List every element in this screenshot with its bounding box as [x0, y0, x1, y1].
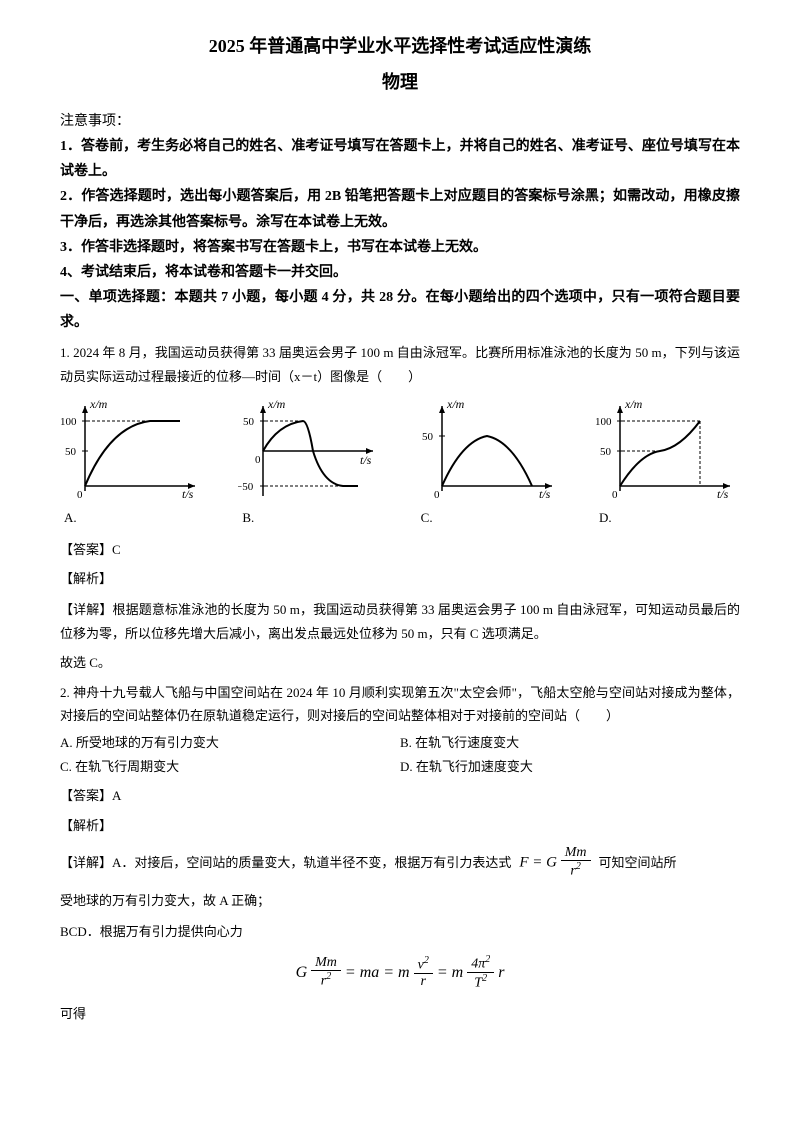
- graph-d-svg: x/m t/s 50 100 0: [595, 396, 740, 506]
- svg-text:0: 0: [255, 454, 261, 466]
- svg-text:x/m: x/m: [267, 397, 286, 411]
- graph-b-label: B.: [238, 506, 254, 529]
- svg-text:−50: −50: [238, 481, 254, 493]
- notice-4: 4、考试结束后，将本试卷和答题卡一并交回。: [60, 260, 740, 285]
- notice-3: 3．作答非选择题时，将答案书写在答题卡上，书写在本试卷上无效。: [60, 235, 740, 260]
- q2-detail-suffix: 可知空间站所: [599, 851, 677, 874]
- graph-a-label: A.: [60, 506, 77, 529]
- q2-option-a: A. 所受地球的万有引力变大: [60, 731, 400, 754]
- svg-text:50: 50: [243, 416, 255, 428]
- q1-answer: 【答案】C: [60, 538, 740, 561]
- q2-detail-a2: 受地球的万有引力变大，故 A 正确；: [60, 889, 740, 912]
- svg-text:x/m: x/m: [89, 397, 108, 411]
- svg-text:t/s: t/s: [717, 487, 729, 501]
- title-sub: 物理: [60, 66, 740, 98]
- notice-2: 2．作答选择题时，选出每小题答案后，用 2B 铅笔把答题卡上对应题目的答案标号涂…: [60, 184, 740, 234]
- q2-option-c: C. 在轨飞行周期变大: [60, 755, 400, 778]
- svg-text:50: 50: [65, 446, 77, 458]
- graph-a: x/m t/s 50 100 0 A.: [60, 396, 205, 529]
- graph-a-svg: x/m t/s 50 100 0: [60, 396, 205, 506]
- graph-b-svg: x/m t/s 50 −50 0: [238, 396, 383, 506]
- title-main: 2025 年普通高中学业水平选择性考试适应性演练: [60, 30, 740, 62]
- q1-graphs: x/m t/s 50 100 0 A. x/m t/s 50 −50 0: [60, 396, 740, 529]
- section-1-header: 一、单项选择题：本题共 7 小题，每小题 4 分，共 28 分。在每小题给出的四…: [60, 285, 740, 335]
- q2-detail-bcd: BCD．根据万有引力提供向心力: [60, 920, 740, 943]
- formula-gravity: F = G Mmr2: [519, 845, 590, 881]
- graph-c-svg: x/m t/s 50 0: [417, 396, 562, 506]
- svg-text:t/s: t/s: [360, 453, 372, 467]
- notice-header: 注意事项：: [60, 109, 740, 134]
- svg-text:0: 0: [612, 489, 618, 501]
- q2-answer: 【答案】A: [60, 784, 740, 807]
- graph-c-label: C.: [417, 506, 433, 529]
- q2-analysis-label: 【解析】: [60, 814, 740, 837]
- graph-d-label: D.: [595, 506, 612, 529]
- q1-stem: 1. 2024 年 8 月，我国运动员获得第 33 届奥运会男子 100 m 自…: [60, 341, 740, 388]
- formula-centripetal: G Mmr2 = ma = m v2r = m 4π2T2 r: [60, 954, 740, 993]
- q2-options: A. 所受地球的万有引力变大 B. 在轨飞行速度变大 C. 在轨飞行周期变大 D…: [60, 731, 740, 778]
- svg-text:100: 100: [595, 416, 612, 428]
- graph-b: x/m t/s 50 −50 0 B.: [238, 396, 383, 529]
- svg-text:x/m: x/m: [624, 397, 643, 411]
- svg-text:50: 50: [422, 431, 434, 443]
- notice-1: 1．答卷前，考生务必将自己的姓名、准考证号填写在答题卡上，并将自己的姓名、准考证…: [60, 134, 740, 184]
- svg-text:t/s: t/s: [539, 487, 551, 501]
- q2-conclude: 可得: [60, 1002, 740, 1025]
- svg-text:50: 50: [600, 446, 612, 458]
- graph-c: x/m t/s 50 0 C.: [417, 396, 562, 529]
- q2-option-b: B. 在轨飞行速度变大: [400, 731, 740, 754]
- q1-detail: 【详解】根据题意标准泳池的长度为 50 m，我国运动员获得第 33 届奥运会男子…: [60, 598, 740, 645]
- q1-analysis-label: 【解析】: [60, 567, 740, 590]
- q2-stem: 2. 神舟十九号载人飞船与中国空间站在 2024 年 10 月顺利实现第五次"太…: [60, 681, 740, 728]
- svg-text:t/s: t/s: [182, 487, 194, 501]
- q1-conclude: 故选 C。: [60, 651, 740, 674]
- svg-text:0: 0: [77, 489, 83, 501]
- svg-text:100: 100: [60, 416, 77, 428]
- svg-text:0: 0: [434, 489, 440, 501]
- q2-detail-prefix: 【详解】A．对接后，空间站的质量变大，轨道半径不变，根据万有引力表达式: [60, 851, 511, 874]
- svg-text:x/m: x/m: [446, 397, 465, 411]
- q2-detail-a: 【详解】A．对接后，空间站的质量变大，轨道半径不变，根据万有引力表达式 F = …: [60, 845, 740, 881]
- q2-option-d: D. 在轨飞行加速度变大: [400, 755, 740, 778]
- graph-d: x/m t/s 50 100 0 D.: [595, 396, 740, 529]
